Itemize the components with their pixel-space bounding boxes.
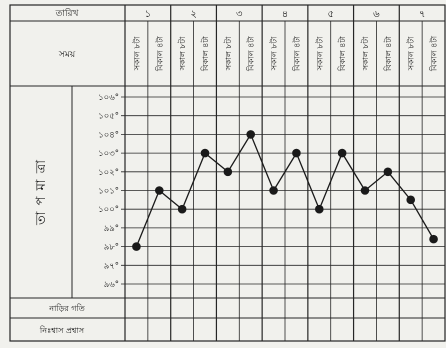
temperature-point [360,186,370,195]
temperature-line-segment [364,171,389,192]
temperature-line-segment [158,189,183,210]
evening-time-label: বিকাল ৪টা [291,35,301,72]
temperature-point [292,148,301,158]
time-header: সময় [58,50,76,60]
temperature-point [177,204,187,214]
evening-time-label: বিকাল ৪টা [154,35,164,72]
y-tick-label: ৯৭° [104,261,119,271]
morning-time-label: সকাল ৮টা [131,36,141,71]
temperature-point [223,167,233,177]
temperature-line-segment [181,152,206,210]
temperature-point [200,148,210,158]
morning-time-label: সকাল ৮টা [223,36,233,71]
morning-time-label: সকাল ৮টা [360,36,370,71]
temperature-point [314,204,324,214]
y-tick-label: ১০১° [98,187,119,197]
temperature-point [383,167,393,177]
evening-time-label: বিকাল ৪টা [246,35,256,72]
y-tick-label: ১০৪° [98,130,119,140]
morning-time-label: সকাল ৮টা [269,36,279,71]
temperature-point [406,195,416,205]
date-label: ৫ [327,9,334,20]
y-tick-label: ১০২° [98,168,119,178]
y-axis-label: তা প মা ত্রা [34,159,49,226]
temperature-line-segment [204,152,229,173]
temperature-line-segment [318,152,343,210]
morning-time-label: সকাল ৮টা [406,36,416,71]
temperature-line-segment [410,199,435,240]
temperature-point [429,234,438,244]
y-tick-label: ১০৫° [98,112,119,122]
temperature-point [337,148,347,158]
temperature-line-segment [295,152,320,210]
y-tick-label: ১০৬° [98,93,119,103]
y-tick-label: ১০০° [98,205,119,215]
morning-time-label: সকাল ৮টা [177,36,187,71]
temperature-point [132,242,141,251]
date-label: ৩ [236,9,243,20]
time-labels: সকাল ৮টা বিকাল ৪টা সকাল ৮টা বিকাল ৪টা সকাল ৮… [131,35,438,72]
y-tick-label: ৯৯° [104,224,119,234]
temperature-line-segment [227,134,252,173]
evening-time-label: বিকাল ৪টা [337,35,347,72]
y-tick-label: ১০৩° [98,149,119,159]
table-border [9,4,446,342]
morning-time-label: সকাল ৮টা [314,36,324,71]
date-header: তারিখ [55,8,80,19]
pulse-row-label: নাড়ির গতি [48,304,86,313]
evening-time-label: বিকাল ৪টা [200,35,210,72]
temperature-point [246,130,256,139]
date-label: ৪ [282,9,289,20]
date-label: ১ [145,9,152,20]
date-label: ২ [190,9,197,20]
date-labels: ১ ২ ৩ ৪ ৫ ৬ ৭ [145,9,426,20]
temperature-line-segment [135,190,160,247]
respiration-row-label: নিঃশ্বাস প্রশ্বাস [39,326,85,335]
date-label: ৬ [373,9,380,20]
y-tick-label: ৯৬° [104,280,119,290]
temperature-point [154,186,164,195]
temperature-line-segment [341,152,366,191]
evening-time-label: বিকাল ৪টা [429,35,439,72]
y-tick-labels: ১০৬° ১০৫° ১০৪° ১০৩° ১০২° ১০১° ১০০° ৯৯° ৯৮° ৯৭° ৯৬° [98,93,119,290]
temperature-series [132,130,438,251]
date-label: ৭ [419,9,426,20]
temperature-line-segment [387,171,412,201]
temperature-point [269,186,278,195]
chart-grid [9,4,446,342]
y-tick-label: ৯৮° [104,243,119,253]
evening-time-label: বিকাল ৪টা [383,35,393,72]
temperature-line-segment [273,152,297,191]
temperature-line-segment [250,134,275,191]
